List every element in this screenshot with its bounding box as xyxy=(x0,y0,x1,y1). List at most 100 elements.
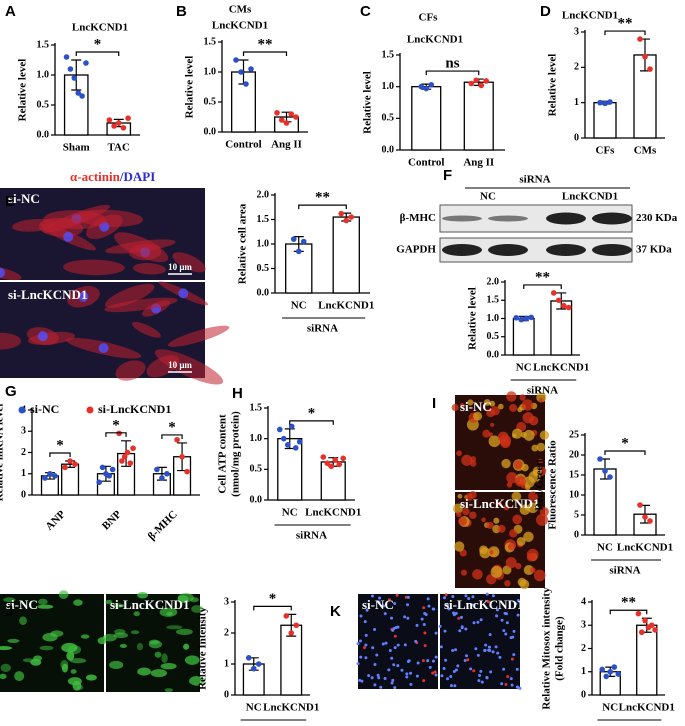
sig-bracket xyxy=(161,434,183,439)
sig-bracket xyxy=(105,432,127,437)
cell xyxy=(532,469,540,477)
cell xyxy=(33,655,43,661)
x-tick-label: TAC xyxy=(108,142,130,154)
y-tick-label: 2.0 xyxy=(487,276,500,287)
y-tick-label: 0.5 xyxy=(37,99,50,110)
image-label: si-LncKCND1 xyxy=(8,287,87,302)
cell xyxy=(467,399,474,406)
cell xyxy=(482,429,491,438)
cell xyxy=(70,669,77,674)
nucleus xyxy=(396,664,400,668)
data-point xyxy=(324,460,331,467)
x-tick-label: LncKCND1 xyxy=(263,702,319,714)
nucleus xyxy=(423,612,427,616)
data-point xyxy=(423,85,430,92)
cell xyxy=(490,422,495,427)
data-point xyxy=(283,613,290,619)
y-tick-label: 2 xyxy=(574,62,579,73)
cell xyxy=(85,674,97,681)
cell xyxy=(523,429,535,441)
nucleus xyxy=(393,602,397,606)
y-tick-label: 1 xyxy=(574,97,579,108)
nucleus xyxy=(506,675,510,679)
cell xyxy=(533,569,546,582)
cell xyxy=(38,598,48,605)
nucleus xyxy=(364,643,368,647)
nucleus xyxy=(404,595,408,599)
nucleus xyxy=(478,673,482,677)
cell xyxy=(136,642,144,651)
nucleus xyxy=(500,682,504,686)
nucleus xyxy=(474,647,478,651)
cell xyxy=(148,640,162,649)
data-point xyxy=(42,475,48,481)
nucleus xyxy=(456,664,460,668)
data-point xyxy=(428,81,435,88)
cell xyxy=(526,548,539,561)
nucleus xyxy=(421,659,425,663)
y-tick-label: 3 xyxy=(574,26,579,37)
data-point xyxy=(611,664,618,670)
cell xyxy=(497,501,502,506)
sig-label: ** xyxy=(621,595,636,611)
nucleus xyxy=(479,669,483,673)
data-point xyxy=(115,120,122,126)
nucleus xyxy=(471,595,475,599)
y-tick-label: 1.0 xyxy=(487,313,500,324)
nucleus xyxy=(485,676,489,680)
y-tick-label: 1.5 xyxy=(37,39,50,50)
data-point xyxy=(607,474,613,480)
nucleus xyxy=(502,667,506,671)
nucleus xyxy=(486,600,490,604)
image-label: si-LncKCND1 xyxy=(444,597,523,612)
x-tick-label: Sham xyxy=(63,142,90,154)
chart-title: CMs xyxy=(229,4,252,16)
nucleus xyxy=(365,608,369,612)
nucleus xyxy=(409,682,413,686)
data-point xyxy=(83,60,89,66)
cell xyxy=(0,673,7,680)
cell xyxy=(515,562,522,570)
cell xyxy=(486,521,494,529)
data-point xyxy=(637,502,643,508)
cell xyxy=(104,283,155,308)
data-point xyxy=(179,453,185,460)
nucleus xyxy=(440,674,444,678)
nucleus xyxy=(514,602,518,606)
nucleus xyxy=(406,603,410,607)
y-tick-label: 25 xyxy=(569,429,579,440)
cell xyxy=(114,628,126,635)
y-axis-label: Relative mRNA level xyxy=(0,404,6,502)
nucleus xyxy=(391,628,395,632)
nucleus xyxy=(476,620,480,624)
nucleus xyxy=(358,639,362,643)
nucleus xyxy=(512,653,516,657)
stain: α-actinin xyxy=(70,169,121,184)
nucleus xyxy=(516,598,520,602)
stain-label: α-actinin/DAPI xyxy=(70,169,155,184)
nucleus xyxy=(443,629,447,633)
nucleus xyxy=(457,616,461,620)
nucleus xyxy=(434,631,438,635)
nucleus xyxy=(393,646,397,650)
nucleus xyxy=(0,267,6,278)
nucleus xyxy=(396,625,400,629)
data-point xyxy=(597,99,603,106)
nucleus xyxy=(489,670,493,674)
sig-label: ** xyxy=(535,269,550,285)
band-label: GAPDH xyxy=(396,244,436,256)
micrograph xyxy=(440,594,520,689)
nucleus xyxy=(428,665,432,669)
band xyxy=(546,244,586,256)
panel-letter: A xyxy=(5,3,16,20)
nucleus xyxy=(383,677,387,681)
cell xyxy=(58,590,69,599)
lane-label: NC xyxy=(480,191,496,203)
x-tick-label: NC xyxy=(246,702,262,714)
nucleus xyxy=(393,686,397,690)
cell xyxy=(470,460,477,467)
nucleus xyxy=(416,661,420,665)
x-tick-label: NC xyxy=(282,507,298,519)
cell xyxy=(469,511,477,520)
nucleus xyxy=(445,603,449,607)
